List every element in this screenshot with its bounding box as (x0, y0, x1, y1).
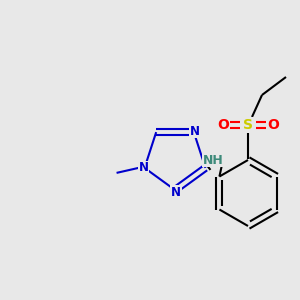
Text: O: O (217, 118, 229, 132)
Text: O: O (267, 118, 279, 132)
Text: N: N (139, 161, 148, 174)
Text: NH: NH (202, 154, 224, 166)
Text: N: N (171, 185, 181, 199)
Text: N: N (190, 124, 200, 138)
Text: S: S (243, 118, 253, 132)
